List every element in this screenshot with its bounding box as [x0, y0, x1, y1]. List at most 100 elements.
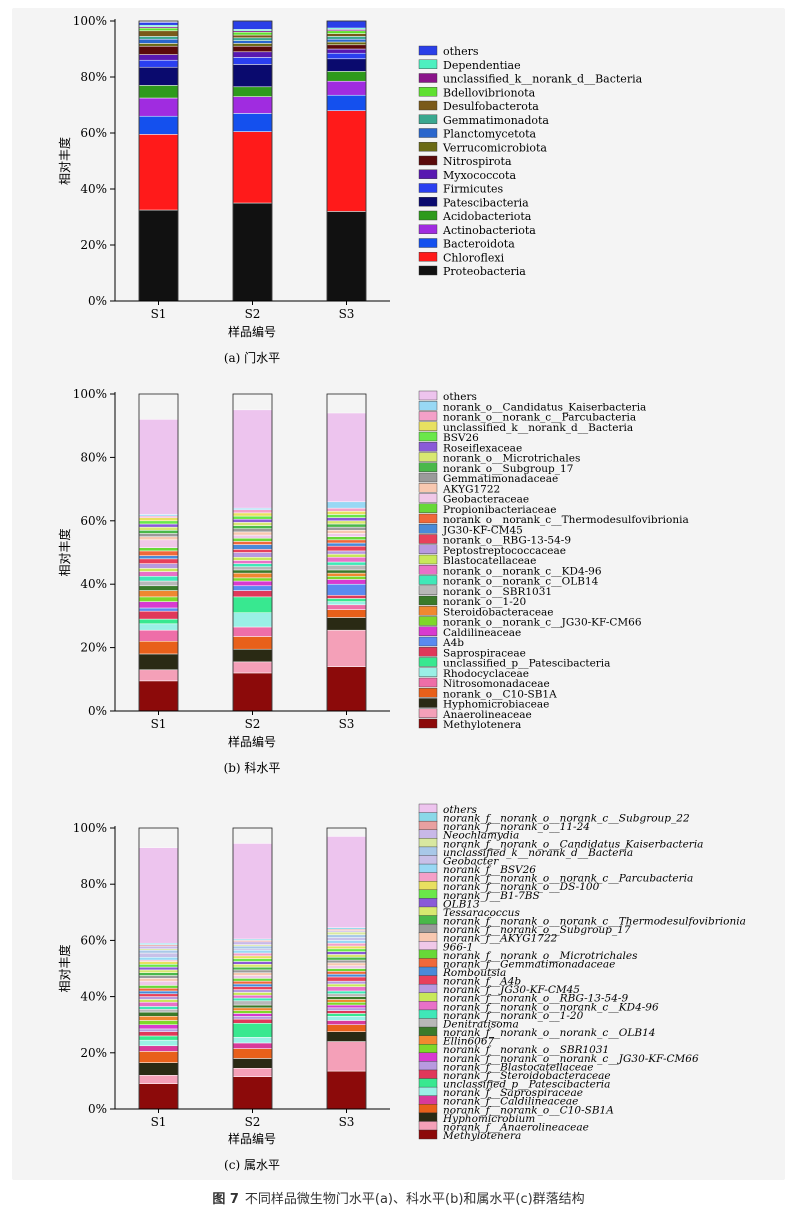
bar-segment: [326, 973, 367, 978]
bar-segment: [326, 412, 367, 503]
bar-segment: [138, 590, 179, 598]
figure-caption: 图 7 不同样品微生物门水平(a)、科水平(b)和属水平(c)群落结构: [0, 1188, 797, 1207]
bar-segment: [232, 1004, 273, 1009]
bar-segment: [232, 1076, 273, 1110]
legend-label: A4b: [442, 637, 464, 649]
bar-segment: [232, 572, 273, 579]
bar-segment: [232, 113, 273, 132]
y-tick-label: 80%: [80, 450, 107, 464]
bar-segment: [326, 1013, 367, 1017]
legend-swatch: [418, 565, 438, 575]
bar-segment: [326, 501, 367, 509]
legend-label: norank_f__Saprospiraceae: [443, 1087, 583, 1099]
legend-label: norank_o__RBG-13-54-9: [443, 535, 571, 547]
legend-swatch: [418, 45, 438, 56]
x-tick-label: S1: [151, 1115, 167, 1129]
legend-swatch: [418, 863, 438, 874]
bar-segment: [232, 515, 273, 520]
bar-segment: [326, 520, 367, 525]
bar-segment: [232, 409, 273, 509]
bar-segment: [326, 94, 367, 111]
legend-swatch: [418, 238, 438, 248]
y-tick-label: 40%: [80, 990, 107, 1004]
legend-swatch: [418, 1018, 438, 1028]
legend-label: 966-1: [443, 941, 473, 953]
bar-segment: [326, 557, 367, 563]
bar-segment: [232, 636, 273, 650]
bar-segment: [232, 544, 273, 550]
bar-segment: [326, 957, 367, 961]
bar-segment: [326, 1070, 367, 1110]
bar-segment: [326, 836, 367, 929]
bar-segment: [326, 595, 367, 599]
legend-swatch: [418, 855, 438, 865]
bar-segment: [138, 641, 179, 655]
y-axis-label: 相对丰度: [57, 528, 72, 576]
legend-label: Methylotenera: [442, 1130, 521, 1142]
bar-segment: [232, 978, 273, 982]
bar-segment: [232, 560, 273, 564]
bar-segment: [232, 541, 273, 545]
bar-segment: [326, 993, 367, 997]
legend-label: norank_f__norank_o__norank_c__KD4-96: [443, 1001, 659, 1013]
legend-label: norank_f__norank_o__SBR1031: [443, 1044, 609, 1056]
bar-segment: [138, 957, 179, 961]
bar-segment: [232, 672, 273, 712]
legend-swatch: [418, 803, 438, 814]
bar-segment: [138, 1083, 179, 1110]
bar-segment: [326, 948, 367, 952]
legend-swatch: [418, 534, 438, 544]
bar-segment: [138, 966, 179, 971]
legend-swatch: [418, 688, 438, 698]
legend-swatch: [418, 544, 438, 554]
legend-label: Gemmatimonadaceae: [443, 473, 558, 485]
legend-swatch: [418, 421, 438, 431]
y-tick-label: 0%: [88, 704, 107, 718]
legend-label: norank_f__B1-7BS: [443, 890, 540, 902]
bar-segment: [138, 45, 179, 55]
legend-swatch: [418, 667, 438, 677]
legend-swatch: [418, 390, 438, 401]
legend-swatch: [418, 941, 438, 951]
x-tick-label: S2: [245, 717, 261, 731]
legend-swatch: [418, 647, 438, 657]
legend-swatch: [418, 718, 438, 729]
bar-segment: [326, 971, 367, 975]
legend-label: Geobacter: [443, 855, 499, 867]
legend-label: norank_o__norank_c__Parcubacteria: [443, 412, 636, 424]
legend-label: norank_f__Gemmatimonadaceae: [443, 958, 615, 970]
y-tick-label: 20%: [80, 238, 107, 252]
legend-swatch: [418, 1044, 438, 1054]
bar-segment: [138, 964, 179, 968]
bar-segment: [326, 1020, 367, 1025]
y-axis-label: 相对丰度: [57, 944, 72, 992]
bar-segment: [326, 533, 367, 537]
bar-segment: [232, 522, 273, 526]
bar-segment: [232, 1023, 273, 1038]
bar-segment: [326, 523, 367, 528]
legend-swatch: [418, 906, 438, 917]
legend-swatch: [418, 472, 438, 483]
bar-segment: [326, 569, 367, 574]
y-tick-label: 80%: [80, 70, 107, 84]
bar-segment: [326, 959, 367, 964]
bar-segment: [232, 980, 273, 985]
bar-segment: [232, 1013, 273, 1017]
legend-swatch: [418, 992, 438, 1002]
bar-segment: [138, 97, 179, 117]
bar-segment: [232, 992, 273, 996]
bar-segment: [232, 202, 273, 302]
legend-swatch: [418, 59, 438, 69]
legend-label: Hyphomicrobiaceae: [443, 699, 549, 711]
y-tick-label: 60%: [80, 514, 107, 528]
legend-label: Acidobacteriota: [442, 210, 532, 223]
bar-segment: [232, 580, 273, 587]
legend-swatch: [418, 462, 438, 472]
bar-segment: [232, 512, 273, 517]
bar-segment: [232, 566, 273, 571]
chart-subtitle: (a) 门水平: [224, 350, 280, 365]
bar-segment: [326, 945, 367, 950]
bar-segment: [326, 211, 367, 302]
bar-segment: [138, 523, 179, 528]
